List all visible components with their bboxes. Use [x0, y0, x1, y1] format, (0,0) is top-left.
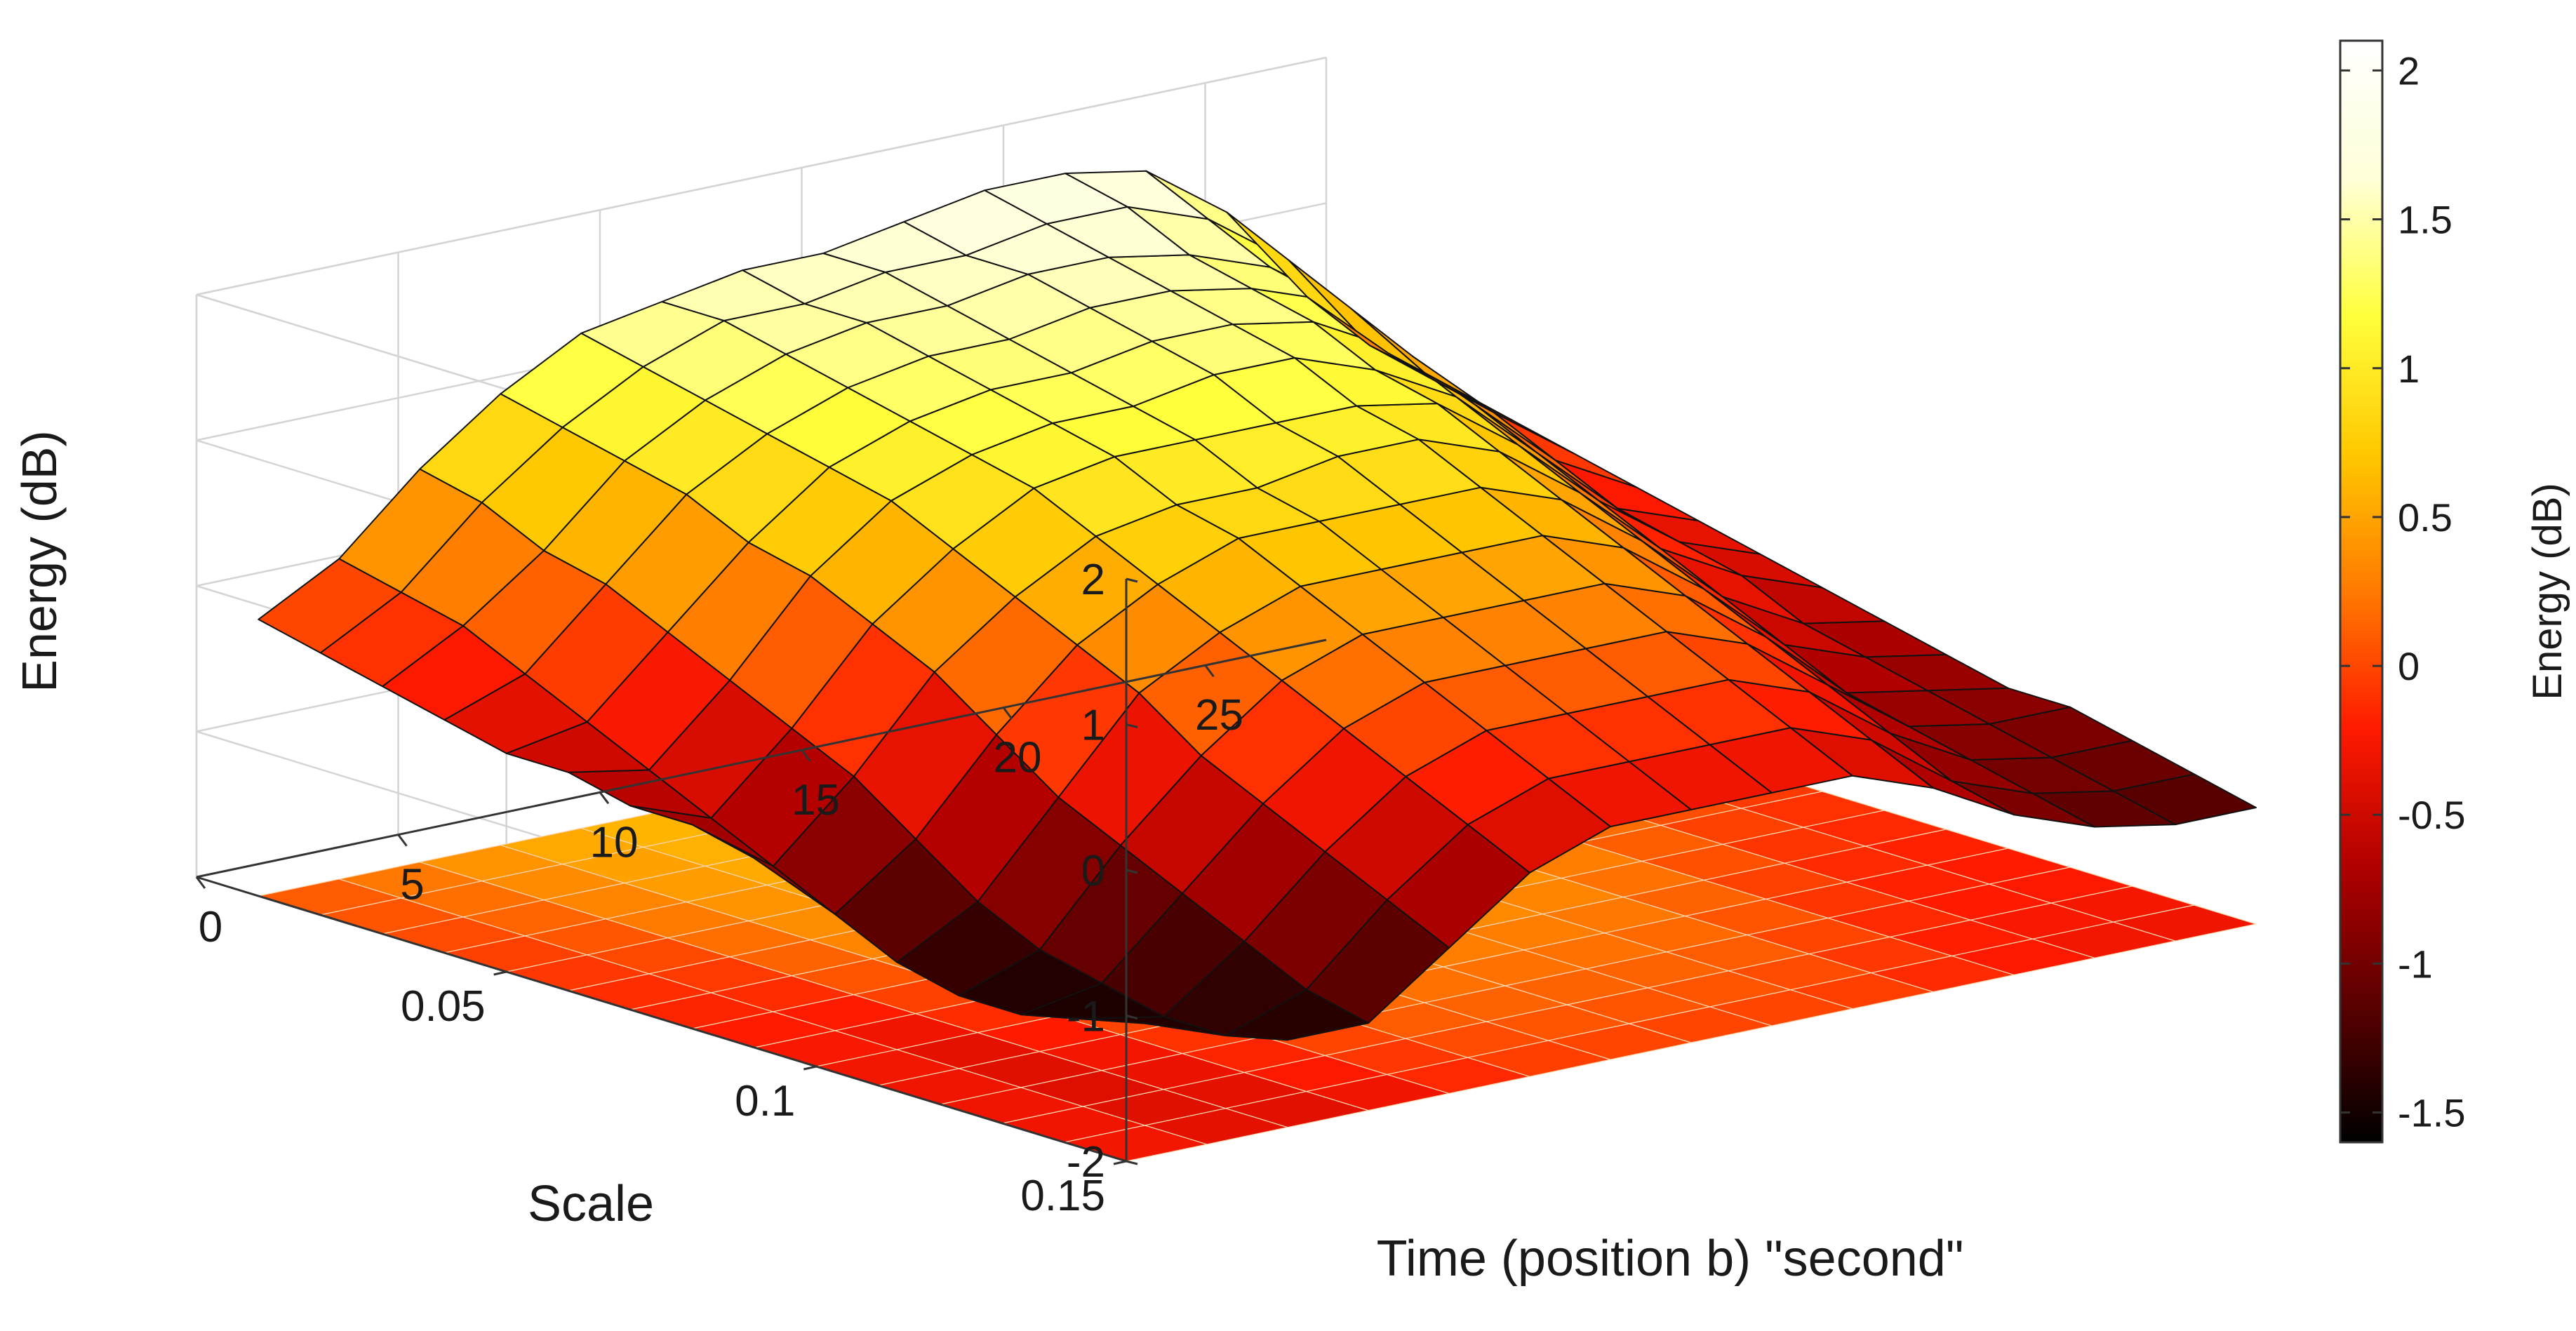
x-tick — [599, 791, 610, 805]
x-tick-label: 10 — [590, 818, 639, 867]
y-axis-line — [196, 876, 1127, 1163]
z-tick-label: 2 — [1081, 556, 1105, 604]
z-tick-labels: -2 -1 0 1 2 — [1067, 556, 1105, 1186]
z-tick — [1126, 1160, 1138, 1165]
colorbar-tick-label: 0.5 — [2398, 495, 2452, 540]
x-axis-label: Time (position b) "second" — [1377, 1231, 1964, 1287]
colorbar-tick-label: -1 — [2398, 942, 2433, 986]
x-tick — [1002, 707, 1013, 720]
colorbar-label: Energy (dB) — [2525, 483, 2570, 700]
y-tick-labels: 0.05 0.1 0.15 — [401, 982, 1105, 1220]
z-tick-label: -1 — [1067, 993, 1105, 1041]
z-tick-label: 1 — [1081, 702, 1105, 750]
x-tick — [1204, 664, 1215, 678]
z-axis-label: Energy (dB) — [12, 430, 67, 692]
z-tick — [1126, 577, 1138, 583]
x-axis-line — [196, 638, 1327, 878]
z-tick — [1126, 723, 1138, 728]
y-tick — [493, 970, 507, 976]
surface-patch — [1307, 296, 1451, 387]
x-tick — [397, 834, 408, 847]
x-tick-label: 25 — [1195, 691, 1243, 740]
colorbar-ticks: -1.5 -1 -0.5 0 0.5 1 1.5 2 — [2340, 48, 2466, 1135]
energy-surface — [258, 170, 2257, 1041]
z-tick — [1126, 869, 1138, 874]
colorbar-tick-label: 1.5 — [2398, 198, 2452, 242]
y-tick-label: 0.15 — [1020, 1172, 1105, 1220]
colorbar-tick-label: 1 — [2398, 347, 2420, 391]
x-tick-label: 5 — [400, 861, 424, 909]
y-axis-label: Scale — [528, 1176, 654, 1232]
y-tick-label: 0.1 — [735, 1077, 795, 1125]
colorbar-tick-label: -1.5 — [2398, 1091, 2466, 1135]
tick-marks — [195, 577, 1327, 1165]
y-tick — [1113, 1160, 1127, 1165]
x-tick-label: 0 — [199, 903, 222, 951]
y-tick — [803, 1065, 817, 1071]
z-tick — [1126, 1015, 1138, 1019]
x-tick — [195, 876, 206, 889]
z-tick-label: 0 — [1081, 847, 1105, 895]
y-tick-label: 0.05 — [401, 982, 486, 1031]
z-tick-label: -2 — [1067, 1138, 1105, 1186]
floor-cell — [2113, 904, 2257, 942]
x-tick — [801, 749, 811, 762]
colorbar-tick-label: -0.5 — [2398, 793, 2466, 837]
colorbar-ramp — [2339, 39, 2384, 1144]
x-tick-label: 15 — [792, 776, 840, 824]
colorbar-tick-label: 2 — [2398, 48, 2420, 93]
x-tick-label: 20 — [994, 734, 1042, 782]
colorbar-tick-label: 0 — [2398, 644, 2420, 688]
colorbar: -1.5 -1 -0.5 0 0.5 1 1.5 2 Energy (dB) — [2339, 39, 2570, 1144]
